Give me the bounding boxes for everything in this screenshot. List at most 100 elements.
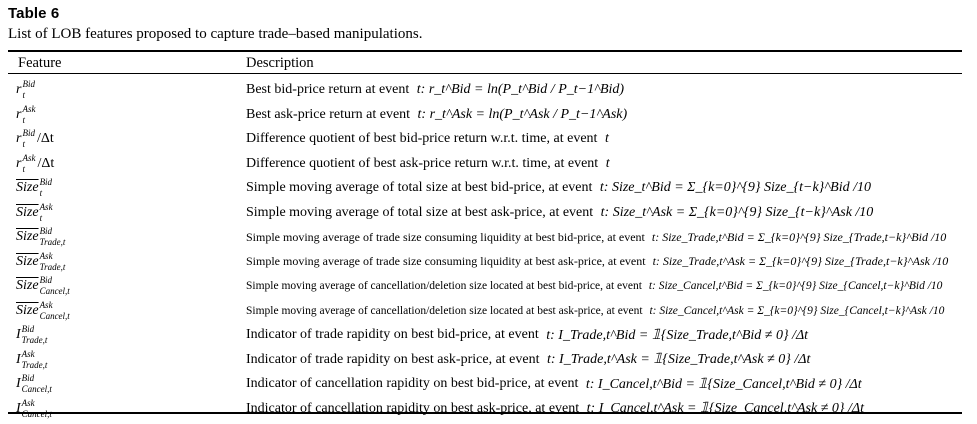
feature-symbol: Size Ask Cancel,t — [16, 299, 70, 321]
feature-base: Size — [16, 229, 39, 244]
feature-subscript: Cancel,t — [39, 286, 70, 296]
feature-superscript: Ask — [39, 299, 53, 310]
header-feature: Feature — [18, 55, 62, 71]
description-formula: t: I_Cancel,t^Bid = 𝟙{Size_Cancel,t^Bid … — [585, 376, 862, 392]
feature-superscript: Bid — [22, 79, 35, 89]
feature-cell: I Ask Trade,t — [16, 348, 47, 372]
description-text: Simple moving average of total size at b… — [246, 180, 596, 195]
description-text: Simple moving average of trade size cons… — [246, 229, 648, 244]
feature-subscript: Trade,t — [39, 261, 66, 272]
description-formula: t: r_t^Ask = ln(P_t^Ask / P_t−1^Ask) — [417, 106, 628, 122]
description-formula: t: I_Trade,t^Bid = 𝟙{Size_Trade,t^Bid ≠ … — [546, 327, 809, 343]
feature-symbol: Size Bid Trade,t — [16, 227, 65, 247]
description-formula: t: Size_Trade,t^Bid = Σ_{k=0}^{9} Size_{… — [651, 229, 947, 244]
description-text: Simple moving average of cancellation/de… — [246, 304, 646, 317]
feature-cell: Size Ask Trade,t — [16, 250, 65, 274]
feature-subscript: t — [22, 114, 25, 125]
description-cell: Simple moving average of total size at b… — [246, 176, 871, 200]
feature-symbol: r Ask t/Δt — [16, 153, 55, 174]
description-text: Difference quotient of best bid-price re… — [246, 131, 601, 146]
feature-symbol: r Ask t — [16, 103, 36, 125]
feature-cell: r Bid t — [16, 78, 35, 102]
feature-base: Size — [16, 204, 39, 220]
feature-base: Size — [16, 278, 39, 293]
feature-indices: Bid Cancel,t — [22, 374, 52, 394]
description-cell: Indicator of trade rapidity on best bid-… — [246, 323, 808, 347]
feature-indices: Bid t — [22, 80, 35, 100]
feature-superscript: Bid — [21, 324, 35, 334]
description-text: Indicator of trade rapidity on best bid-… — [246, 327, 543, 342]
table-row: Size Ask t Simple moving average of total s… — [0, 201, 977, 226]
description-formula: t: Size_t^Ask = Σ_{k=0}^{9} Size_{t−k}^A… — [600, 204, 874, 220]
feature-superscript: Bid — [22, 128, 35, 138]
feature-indices: Ask Cancel,t — [21, 397, 52, 419]
feature-base: r — [16, 82, 22, 97]
feature-cell: Size Ask Cancel,t — [16, 299, 70, 323]
description-cell: Simple moving average of trade size cons… — [246, 250, 948, 274]
table-row: I Ask Cancel,t Indicator of cancellation ra… — [0, 397, 977, 422]
feature-subscript: t — [39, 188, 43, 198]
feature-symbol: Size Ask Trade,t — [16, 250, 66, 272]
feature-suffix: /Δt — [37, 155, 55, 171]
feature-symbol: r Bid t — [16, 80, 35, 100]
feature-subscript: t — [22, 139, 25, 149]
feature-cell: r Ask t — [16, 103, 35, 127]
description-cell: Indicator of trade rapidity on best ask-… — [246, 348, 810, 372]
feature-subscript: t — [22, 163, 25, 174]
feature-indices: Bid Cancel,t — [40, 276, 70, 296]
description-cell: Best ask-price return at event t: r_t^As… — [246, 103, 627, 127]
table-row: r Ask t Best ask-price return at event t: r… — [0, 103, 977, 128]
description-formula: t: Size_Cancel,t^Bid = Σ_{k=0}^{9} Size_… — [648, 280, 943, 292]
table-row: Size Bid Trade,t Simple moving average of t… — [0, 225, 977, 250]
description-formula: t: I_Cancel,t^Ask = 𝟙{Size_Cancel,t^Ask … — [586, 401, 864, 416]
header-description: Description — [246, 55, 314, 71]
table-row: Size Ask Cancel,t Simple moving average of … — [0, 299, 977, 324]
feature-symbol: Size Bid Cancel,t — [16, 276, 70, 296]
feature-cell: I Bid Cancel,t — [16, 372, 52, 396]
feature-indices: Ask Cancel,t — [39, 299, 70, 321]
feature-cell: Size Bid Cancel,t — [16, 274, 70, 298]
feature-cell: Size Bid Trade,t — [16, 225, 65, 249]
feature-symbol: I Ask Trade,t — [16, 348, 48, 370]
feature-subscript: t — [39, 212, 43, 223]
feature-indices: Ask Trade,t — [39, 250, 66, 272]
feature-superscript: Ask — [22, 103, 36, 114]
feature-superscript: Bid — [39, 177, 53, 187]
table-row: I Bid Trade,t Indicator of trade rapidity o… — [0, 323, 977, 348]
header-rule — [8, 73, 962, 74]
feature-base: Size — [16, 253, 39, 269]
description-text: Simple moving average of total size at b… — [246, 204, 597, 220]
feature-subscript: Cancel,t — [21, 408, 52, 419]
description-text: Difference quotient of best ask-price re… — [246, 155, 602, 171]
feature-base: I — [16, 400, 21, 416]
table-body: r Bid t Best bid-price return at event t: r… — [0, 78, 977, 421]
table-row: Size Ask Trade,t Simple moving average of t… — [0, 250, 977, 275]
feature-superscript: Ask — [21, 397, 35, 408]
feature-superscript: Ask — [21, 348, 35, 359]
feature-cell: I Ask Cancel,t — [16, 397, 52, 421]
description-text: Simple moving average of cancellation/de… — [246, 280, 645, 292]
description-cell: Difference quotient of best bid-price re… — [246, 127, 609, 151]
description-text: Best ask-price return at event — [246, 106, 414, 122]
description-cell: Best bid-price return at event t: r_t^Bi… — [246, 78, 624, 102]
description-formula: t: Size_Trade,t^Ask = Σ_{k=0}^{9} Size_{… — [652, 254, 949, 268]
table-label: Table 6 — [8, 5, 60, 22]
description-formula: t: I_Trade,t^Ask = 𝟙{Size_Trade,t^Ask ≠ … — [547, 352, 811, 367]
feature-symbol: Size Ask t — [16, 202, 53, 223]
feature-indices: Ask Trade,t — [21, 348, 48, 370]
table-row: r Ask t/Δt Difference quotient of best ask-… — [0, 152, 977, 177]
feature-indices: Ask t — [22, 153, 35, 174]
description-cell: Simple moving average of total size at b… — [246, 201, 873, 225]
feature-indices: Bid t — [40, 178, 53, 198]
feature-superscript: Ask — [39, 250, 53, 261]
feature-symbol: I Ask Cancel,t — [16, 397, 52, 419]
description-cell: Simple moving average of trade size cons… — [246, 225, 946, 249]
feature-subscript: Cancel,t — [39, 310, 70, 321]
description-cell: Indicator of cancellation rapidity on be… — [246, 397, 864, 421]
description-cell: Simple moving average of cancellation/de… — [246, 299, 944, 323]
table-row: r Bid t Best bid-price return at event t: r… — [0, 78, 977, 103]
feature-subscript: Trade,t — [21, 335, 48, 345]
description-formula: t: Size_Cancel,t^Ask = Σ_{k=0}^{9} Size_… — [649, 304, 945, 317]
description-text: Simple moving average of trade size cons… — [246, 254, 649, 268]
